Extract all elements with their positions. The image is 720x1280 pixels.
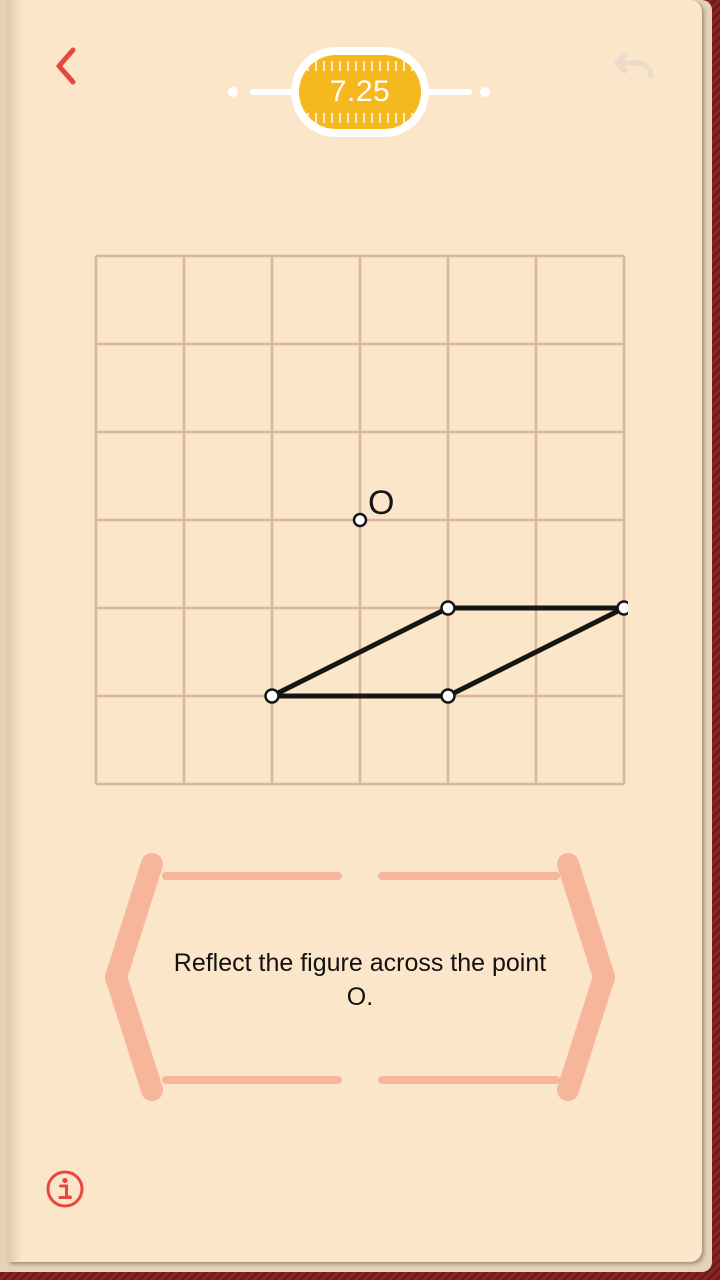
- figure-edge: [445, 605, 627, 699]
- figure-edges: [269, 605, 627, 699]
- back-button[interactable]: [44, 40, 88, 92]
- progress-dot: [228, 87, 238, 97]
- prompt-frame: [105, 853, 615, 1101]
- progress-dot: [480, 87, 490, 97]
- figure-edge: [269, 605, 451, 699]
- center-point-label: O: [368, 484, 394, 522]
- info-circle-icon: [46, 1170, 84, 1208]
- figure-vertex[interactable]: [440, 688, 456, 704]
- figure-vertices: [264, 600, 629, 704]
- greek-key-border: [299, 113, 421, 123]
- center-point-o[interactable]: [352, 512, 368, 528]
- instruction-text: Reflect the figure across the point O.: [173, 949, 547, 1011]
- figure-vertex[interactable]: [616, 600, 629, 616]
- level-badge: 7.25: [291, 47, 429, 137]
- page-binding-shadow: [8, 0, 22, 1262]
- level-number: 7.25: [329, 75, 391, 108]
- greek-key-border: [299, 61, 421, 71]
- geometry-board[interactable]: O: [94, 254, 628, 788]
- info-button[interactable]: [42, 1166, 88, 1212]
- figure-vertex[interactable]: [440, 600, 456, 616]
- undo-button[interactable]: [608, 44, 660, 88]
- chevron-left-icon: [56, 47, 76, 85]
- level-badge-medallion: 7.25: [299, 55, 421, 129]
- undo-arrow-icon: [614, 52, 654, 79]
- figure-vertex[interactable]: [264, 688, 280, 704]
